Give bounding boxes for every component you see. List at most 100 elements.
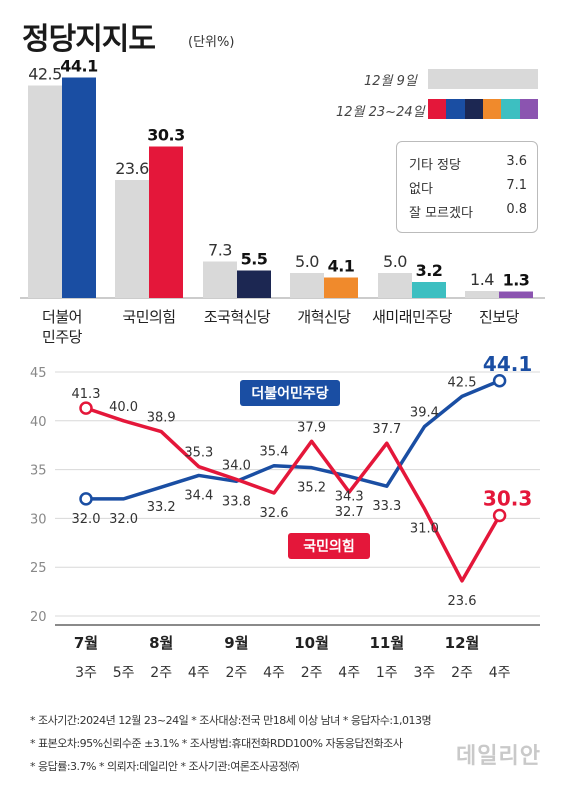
y-tick-label: 30 [30, 512, 47, 527]
watermark-logo: 데일리안 [456, 744, 541, 769]
bar-category-label: 개혁신당 [297, 308, 351, 326]
others-value: 0.8 [506, 202, 527, 217]
x-month-label: 9월 [224, 634, 248, 652]
y-tick-label: 40 [30, 415, 47, 430]
line-value-label: 37.7 [372, 422, 401, 437]
bar-value-label: 23.6 [115, 159, 149, 178]
footer-line: * 표본오차:95%신뢰수준 ±3.1% * 조사방법:휴대전화RDD100% … [30, 737, 403, 750]
x-week-label: 1주 [376, 665, 398, 681]
bar-value-label: 44.1 [60, 57, 98, 76]
x-month-label: 8월 [149, 634, 173, 652]
others-row: 없다 7.1 [409, 178, 527, 200]
line-value-label: 33.8 [222, 494, 251, 509]
line-value-label: 37.9 [297, 420, 326, 435]
line-value-label: 41.3 [72, 387, 101, 402]
bar-value-label: 1.4 [470, 270, 494, 289]
line-value-label: 35.2 [297, 481, 326, 496]
others-label: 잘 모르겠다 [409, 206, 473, 221]
series-tag-democratic: 더불어민주당 [240, 380, 340, 406]
x-week-label: 2주 [301, 665, 323, 681]
line-point [492, 508, 507, 523]
line-chart: 20 25 30 35 40 45 3주 5주 2주 4주 2주 4주 2주 4주 1주 3주 2주 4주 7월 8월… [30, 352, 540, 681]
ppp-line [85, 406, 502, 583]
x-month-label: 12월 [445, 634, 480, 652]
bar-dec23 [237, 270, 271, 298]
bar-category-label: 민주당 [42, 328, 83, 346]
bar-value-label: 5.0 [383, 252, 407, 271]
bar-category-label: 진보당 [479, 308, 520, 326]
legend-dec23-swatches [428, 99, 538, 119]
bar-dec9 [115, 180, 149, 298]
line-value-label: 44.1 [483, 352, 532, 376]
line-value-label: 42.5 [448, 375, 477, 390]
legend-swatch-rebuilding [464, 99, 483, 119]
x-week-label: 2주 [150, 665, 172, 681]
legend-swatch-newfuture [501, 99, 520, 119]
legend-dec23-label: 12월 23~24일 [336, 105, 425, 120]
others-row: 잘 모르겠다 0.8 [409, 202, 527, 224]
y-tick-label: 45 [30, 366, 47, 381]
bar-value-label: 4.1 [328, 257, 355, 276]
y-tick-label: 20 [30, 610, 47, 625]
bar-category-label: 더불어 [42, 308, 82, 326]
x-week-label: 4주 [338, 665, 360, 681]
series-tag-label: 국민의힘 [303, 538, 355, 555]
bar-category-label: 조국혁신당 [204, 308, 271, 326]
bar-dec9 [28, 85, 62, 298]
others-label: 없다 [409, 182, 433, 197]
bar-dec9 [203, 261, 237, 298]
bar-chart: 42.544.1 더불어민주당 23.6 30.3 국민의힘 7.3 5.5 조국혁신당 5.0… [20, 57, 545, 346]
others-value: 3.6 [506, 154, 527, 169]
others-box: 기타 정당 3.6 없다 7.1 잘 모르겠다 0.8 [396, 141, 538, 233]
line-value-label: 33.2 [147, 500, 176, 515]
line-value-label: 30.3 [483, 486, 532, 510]
bar-value-label: 7.3 [208, 241, 232, 260]
legend-dec9-swatch [428, 69, 538, 89]
bar-dec9 [290, 273, 324, 298]
x-month-label: 7월 [74, 634, 98, 652]
line-value-label: 32.0 [109, 512, 138, 527]
bar-dec23 [62, 77, 96, 298]
bar-value-label: 30.3 [147, 126, 184, 145]
bar-value-label: 3.2 [416, 261, 443, 280]
line-value-label: 38.9 [147, 411, 176, 426]
line-point [79, 401, 93, 415]
footer-line: * 조사기간:2024년 12월 23~24일 * 조사대상:전국 만18세 이… [30, 714, 432, 727]
others-value: 7.1 [506, 178, 527, 193]
x-week-label: 4주 [489, 665, 511, 681]
legend-swatch-democratic [446, 99, 465, 119]
x-week-label: 2주 [226, 665, 248, 681]
x-week-label: 4주 [263, 665, 285, 681]
unit-label: (단위%) [188, 35, 235, 50]
line-point [492, 374, 507, 388]
line-value-label: 34.0 [222, 458, 251, 473]
bar-dec23 [499, 291, 533, 298]
series-tag-label: 더불어민주당 [251, 385, 328, 402]
line-value-label: 23.6 [448, 594, 477, 609]
x-week-label: 3주 [75, 665, 97, 681]
line-value-label: 34.4 [184, 488, 213, 503]
series-tag-bg [240, 380, 340, 406]
x-month-label: 11월 [369, 634, 404, 652]
page-title: 정당지지도 [22, 22, 156, 57]
legend-swatch-progressive [519, 99, 538, 119]
bar-dec9 [465, 291, 499, 298]
x-month-label: 10월 [294, 634, 329, 652]
line-value-label: 35.4 [260, 445, 289, 460]
line-value-label: 33.3 [372, 499, 401, 514]
others-label: 기타 정당 [409, 158, 461, 173]
bar-dec23 [412, 282, 446, 298]
line-point [79, 492, 93, 506]
bar-value-label: 1.3 [503, 271, 530, 290]
line-value-label: 40.0 [109, 400, 138, 415]
x-week-label: 3주 [414, 665, 436, 681]
line-value-label: 31.0 [410, 522, 439, 537]
x-week-label: 2주 [451, 665, 473, 681]
x-week-label: 4주 [188, 665, 210, 681]
series-tag-ppp: 국민의힘 [288, 533, 370, 559]
legend-swatch-reform [482, 99, 502, 119]
bar-value-label: 5.0 [295, 252, 319, 271]
bar-dec9 [378, 273, 412, 298]
bar-dec23 [149, 146, 183, 298]
